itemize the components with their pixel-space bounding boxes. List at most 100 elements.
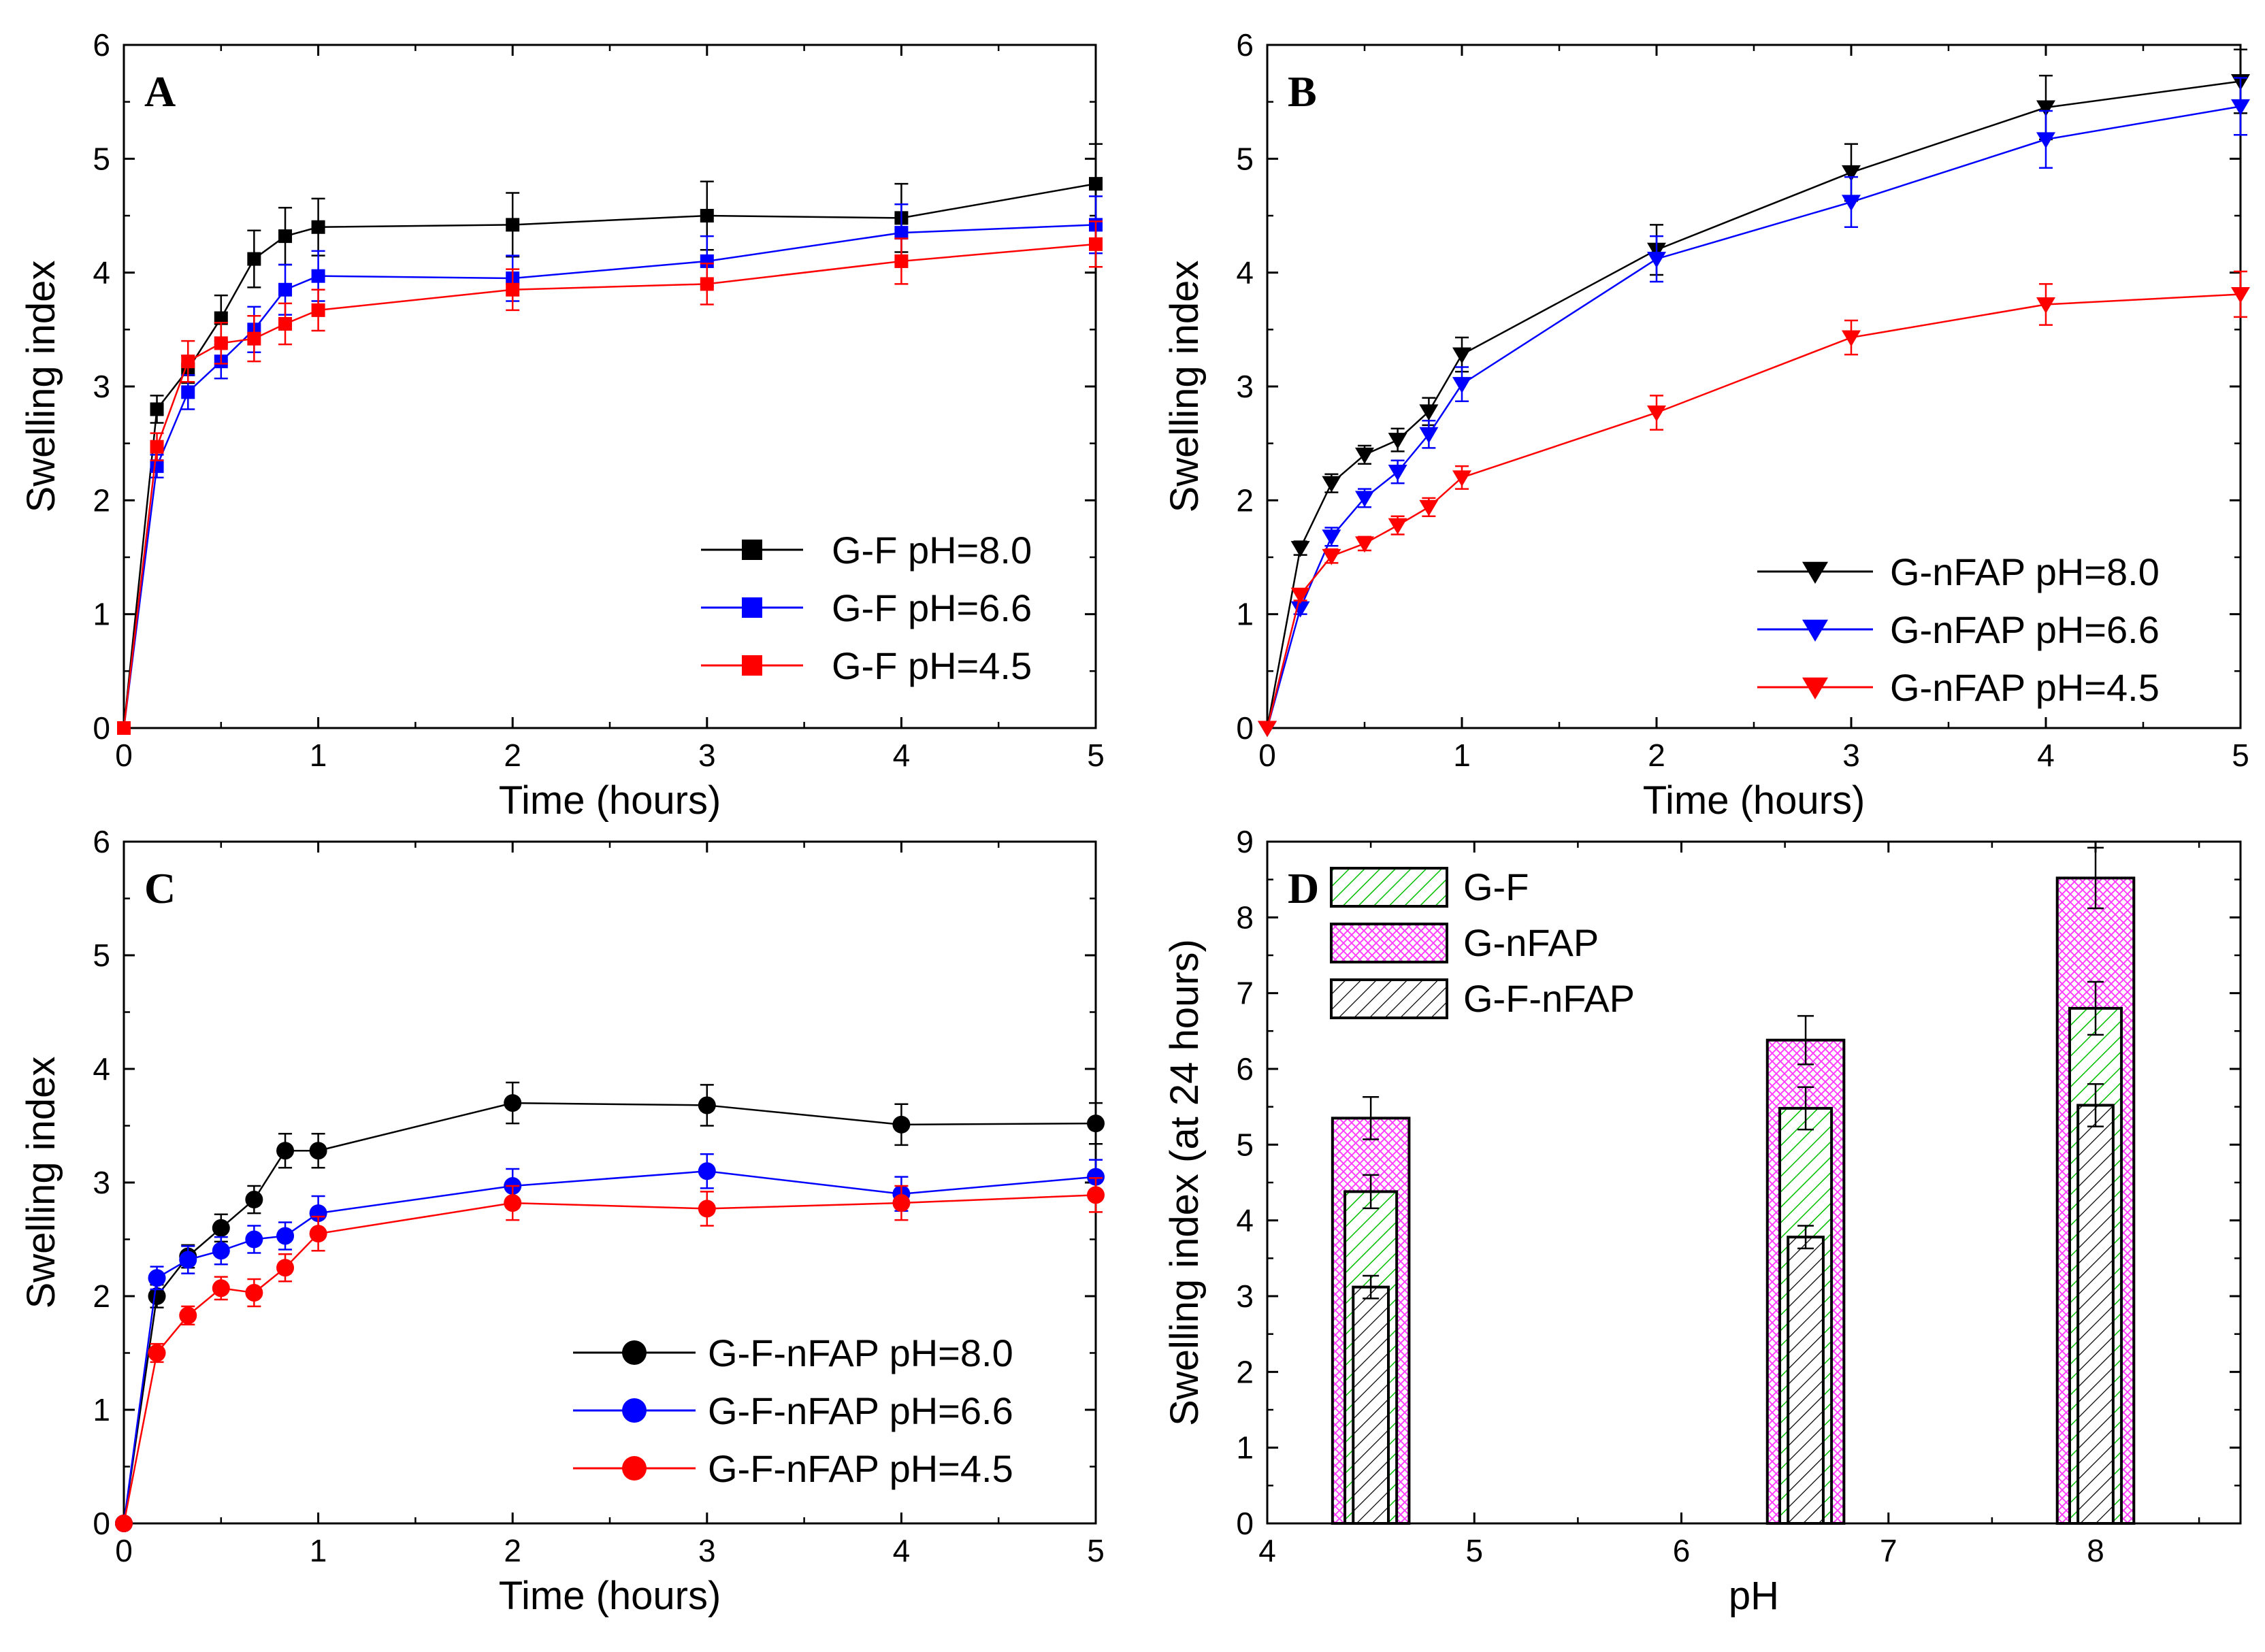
data-point-g-nfap-ph-4-5 <box>1258 721 1277 738</box>
data-point-g-f-nfap-ph-4-5 <box>892 1194 911 1212</box>
y-axis-label: Swelling index (at 24 hours) <box>1162 939 1207 1426</box>
legend-swatch-g-nfap <box>1330 923 1448 963</box>
x-tick-label: 0 <box>1258 738 1276 773</box>
data-point-g-f-nfap-ph-6-6 <box>212 1242 230 1260</box>
y-tick-label: 6 <box>93 27 110 63</box>
data-point-g-f-ph-4-5 <box>150 440 164 454</box>
data-point-g-f-nfap-ph-4-5 <box>1087 1186 1105 1204</box>
data-point-g-nfap-ph-6-6 <box>2231 99 2250 116</box>
data-point-g-f-nfap-ph-4-5 <box>179 1306 197 1325</box>
data-point-g-f-ph-8-0 <box>1089 177 1103 191</box>
bar-g-f-nfap <box>1787 1236 1825 1525</box>
legend-marker-g-f-ph-8-0 <box>742 540 762 560</box>
data-point-g-nfap-ph-6-6 <box>1419 427 1439 444</box>
x-tick-label: 4 <box>1258 1533 1276 1568</box>
data-point-g-f-nfap-ph-6-6 <box>276 1227 295 1245</box>
data-point-g-f-ph-6-6 <box>700 254 714 268</box>
y-tick-label: 7 <box>1236 976 1254 1011</box>
data-point-g-f-nfap-ph-6-6 <box>179 1251 197 1269</box>
y-tick-label: 1 <box>1236 1430 1254 1466</box>
x-tick-label: 6 <box>1673 1533 1691 1568</box>
x-axis-label: pH <box>1729 1574 1779 1618</box>
y-tick-label: 1 <box>93 1392 110 1427</box>
x-tick-label: 0 <box>115 738 133 773</box>
data-point-g-nfap-ph-8-0 <box>1290 541 1310 557</box>
data-point-g-nfap-ph-4-5 <box>1322 548 1341 565</box>
data-point-g-f-ph-8-0 <box>150 402 164 416</box>
y-tick-label: 5 <box>1236 1127 1254 1162</box>
data-point-g-f-nfap-ph-8-0 <box>1087 1114 1105 1133</box>
data-point-g-f-ph-6-6 <box>181 385 195 399</box>
data-point-g-nfap-ph-8-0 <box>2036 100 2055 117</box>
data-point-g-f-nfap-ph-8-0 <box>698 1096 716 1114</box>
data-point-g-nfap-ph-4-5 <box>1452 470 1471 487</box>
y-tick-label: 3 <box>93 369 110 404</box>
x-axis-label: Time (hours) <box>1643 778 1865 823</box>
x-tick-label: 7 <box>1880 1533 1897 1568</box>
data-point-g-nfap-ph-6-6 <box>1842 195 1861 212</box>
x-tick-label: 1 <box>310 1533 327 1568</box>
data-point-g-f-nfap-ph-8-0 <box>309 1142 327 1160</box>
y-tick-label: 1 <box>93 597 110 632</box>
x-tick-label: 1 <box>1453 738 1471 773</box>
y-tick-label: 4 <box>93 1051 110 1087</box>
legend-marker-g-f-nfap-ph-8-0 <box>622 1340 647 1365</box>
panel-a-chart: 0 1 2 3 4 5 6 0 1 2 3 4 5 Time (hours) Swelling index A… <box>19 27 1105 823</box>
data-point-g-f-ph-4-5 <box>311 303 325 317</box>
x-tick-label: 5 <box>1087 738 1105 773</box>
y-tick-label: 2 <box>1236 482 1254 518</box>
data-point-g-nfap-ph-8-0 <box>1388 433 1407 449</box>
y-tick-label: 0 <box>93 710 110 746</box>
data-point-g-nfap-ph-8-0 <box>1355 447 1374 464</box>
data-point-g-f-ph-8-0 <box>278 229 293 244</box>
panel-d-chart: 0 1 2 3 4 5 6 7 8 9 4 5 6 7 8 pH Swelling index (at 24 h… <box>1162 824 2242 1618</box>
data-point-g-f-nfap-ph-4-5 <box>115 1515 133 1532</box>
legend-label-g-f-ph-6-6: G-F pH=6.6 <box>832 587 1032 629</box>
data-point-g-f-ph-8-0 <box>700 209 714 222</box>
legend-label-g-f: G-F <box>1463 865 1529 908</box>
data-point-g-f-ph-4-5 <box>1089 237 1103 251</box>
data-point-g-nfap-ph-6-6 <box>1647 252 1666 268</box>
y-tick-label: 0 <box>1236 710 1254 746</box>
data-point-g-f-ph-6-6 <box>150 459 164 474</box>
x-axis-label: Time (hours) <box>499 778 721 823</box>
data-point-g-nfap-ph-4-5 <box>1355 536 1374 553</box>
data-point-g-nfap-ph-4-5 <box>1290 587 1310 604</box>
y-tick-label: 9 <box>1236 824 1254 859</box>
data-point-g-f-nfap-ph-4-5 <box>148 1344 166 1362</box>
data-point-g-nfap-ph-6-6 <box>1290 601 1310 618</box>
y-tick-label: 3 <box>93 1165 110 1200</box>
legend-label-g-nfap: G-nFAP <box>1463 921 1599 964</box>
data-point-g-f-nfap-ph-8-0 <box>504 1094 522 1112</box>
y-tick-label: 3 <box>1236 369 1254 404</box>
y-tick-label: 5 <box>1236 141 1254 176</box>
data-point-g-nfap-ph-6-6 <box>1355 491 1374 508</box>
data-point-g-f-ph-4-5 <box>247 331 261 346</box>
y-tick-label: 5 <box>93 141 110 176</box>
legend-label-g-nfap-ph-8-0: G-nFAP pH=8.0 <box>1890 550 2160 593</box>
data-point-g-f-nfap-ph-4-5 <box>698 1200 716 1218</box>
data-point-g-f-nfap-ph-4-5 <box>276 1259 295 1277</box>
x-tick-label: 4 <box>893 738 911 773</box>
data-point-g-f-ph-4-5 <box>117 721 131 735</box>
data-point-g-nfap-ph-4-5 <box>1647 405 1666 422</box>
x-tick-label: 3 <box>698 738 716 773</box>
data-point-g-f-ph-4-5 <box>894 254 909 268</box>
data-point-g-f-nfap-ph-4-5 <box>212 1279 230 1298</box>
legend-label-g-f-ph-8-0: G-F pH=8.0 <box>832 529 1032 572</box>
data-point-g-f-ph-4-5 <box>700 277 714 291</box>
data-point-g-nfap-ph-4-5 <box>1388 518 1407 535</box>
legend-marker-g-nfap-ph-8-0 <box>1802 561 1828 584</box>
y-tick-label: 6 <box>1236 27 1254 63</box>
legend-label-g-f-nfap-ph-8-0: G-F-nFAP pH=8.0 <box>708 1332 1013 1374</box>
data-point-g-f-ph-8-0 <box>214 311 228 325</box>
data-point-g-nfap-ph-6-6 <box>2036 132 2055 149</box>
data-point-g-nfap-ph-8-0 <box>1419 404 1439 421</box>
legend-swatch-g-f <box>1330 867 1448 908</box>
legend-label-g-f-nfap-ph-6-6: G-F-nFAP pH=6.6 <box>708 1389 1013 1432</box>
legend-label-g-f-nfap-ph-4-5: G-F-nFAP pH=4.5 <box>708 1447 1013 1490</box>
data-point-g-nfap-ph-6-6 <box>1452 377 1471 393</box>
panel-c-chart: 0 1 2 3 4 5 6 0 1 2 3 4 5 Time (hours) Swelling index C… <box>19 824 1105 1618</box>
legend-swatch-g-f-nfap <box>1330 978 1448 1019</box>
